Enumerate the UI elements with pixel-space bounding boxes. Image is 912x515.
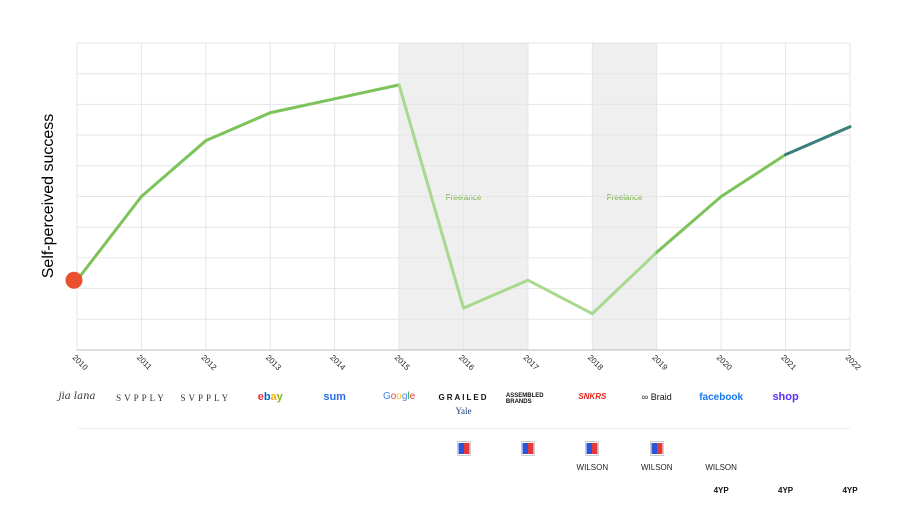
fouryp-label: 4YP bbox=[842, 486, 858, 495]
freelance-band-label: Freelance bbox=[607, 193, 643, 202]
logo-yale: Yale bbox=[455, 406, 472, 416]
wilson-label: WILSON bbox=[576, 463, 609, 472]
logo-sum: sum bbox=[323, 391, 346, 403]
logo-facebook: facebook bbox=[699, 392, 744, 403]
line-segment-2017 bbox=[526, 278, 594, 316]
gridlines bbox=[76, 42, 851, 351]
line-segment-2020 bbox=[719, 153, 788, 198]
x-tick-2022: 2022 bbox=[844, 353, 863, 372]
logo-shop: shop bbox=[772, 391, 799, 403]
x-tick-labels: 2010 2011 2012 2013 2014 2015 2016 2017 2018 2019… bbox=[71, 353, 863, 372]
line-segment-2012 bbox=[204, 111, 272, 143]
fouryp-label: 4YP bbox=[713, 486, 729, 495]
school-badge-icon bbox=[521, 442, 535, 455]
logo-letter: o bbox=[396, 391, 402, 402]
line-segment-2010 bbox=[75, 195, 143, 282]
logo-letter: e bbox=[409, 391, 416, 402]
line-segment-2013 bbox=[268, 97, 337, 115]
x-tick-2020: 2020 bbox=[715, 353, 734, 372]
line-segment-2016 bbox=[462, 278, 530, 310]
logo-letter: a bbox=[270, 391, 277, 403]
logo-letter: g bbox=[401, 391, 408, 402]
x-tick-2018: 2018 bbox=[586, 353, 605, 372]
logo-grailed: GRAILED bbox=[438, 393, 489, 402]
x-tick-2012: 2012 bbox=[199, 353, 218, 372]
logo-letter: y bbox=[276, 391, 283, 403]
x-tick-2010: 2010 bbox=[71, 353, 90, 372]
wilson-label: WILSON bbox=[640, 463, 673, 472]
logo-letter: e bbox=[257, 391, 264, 403]
wilson-label: WILSON bbox=[705, 463, 737, 472]
fouryp-label: 4YP bbox=[778, 486, 794, 495]
logo-svpply: SVPPLY bbox=[180, 393, 232, 403]
line-segment-2018 bbox=[590, 250, 659, 316]
x-tick-2017: 2017 bbox=[522, 353, 541, 372]
x-tick-2019: 2019 bbox=[650, 353, 669, 372]
start-point-marker bbox=[65, 271, 83, 289]
x-tick-2013: 2013 bbox=[264, 353, 283, 372]
school-badge-icon bbox=[457, 442, 470, 455]
row-divider bbox=[78, 428, 850, 429]
y-axis-label: Self-perceived success bbox=[40, 114, 57, 279]
line-segment-2014 bbox=[333, 83, 401, 101]
logo-snkrs: SNKRS bbox=[578, 392, 607, 401]
school-badge-icon bbox=[650, 442, 664, 455]
x-tick-2014: 2014 bbox=[328, 353, 347, 372]
logo-script: jia lana bbox=[58, 391, 96, 402]
school-badge-icon bbox=[585, 442, 599, 455]
line-segment-2015 bbox=[397, 83, 465, 310]
x-tick-2021: 2021 bbox=[779, 353, 798, 372]
logo-ebay: ebay bbox=[258, 392, 283, 403]
logo-text: Braid bbox=[650, 392, 672, 402]
braid-icon: ∞ bbox=[641, 392, 651, 402]
logo-braid: ∞ Braid bbox=[642, 393, 672, 402]
logo-letter: l bbox=[407, 391, 410, 402]
x-tick-2015: 2015 bbox=[393, 353, 412, 372]
x-tick-2016: 2016 bbox=[457, 353, 476, 372]
x-tick-2011: 2011 bbox=[135, 353, 154, 372]
logo-assembled: ASSEMBLED BRANDS bbox=[505, 393, 544, 405]
success-line bbox=[65, 83, 852, 316]
logo-letter: G bbox=[382, 391, 391, 402]
logo-google: Google bbox=[383, 392, 415, 402]
line-segment-2019 bbox=[655, 195, 723, 254]
logo-letter: o bbox=[390, 391, 397, 402]
logo-svpply: SVPPLY bbox=[116, 393, 167, 403]
line-segment-2021 bbox=[784, 125, 852, 157]
line-segment-2011 bbox=[139, 139, 208, 198]
logo-letter: b bbox=[263, 391, 271, 403]
